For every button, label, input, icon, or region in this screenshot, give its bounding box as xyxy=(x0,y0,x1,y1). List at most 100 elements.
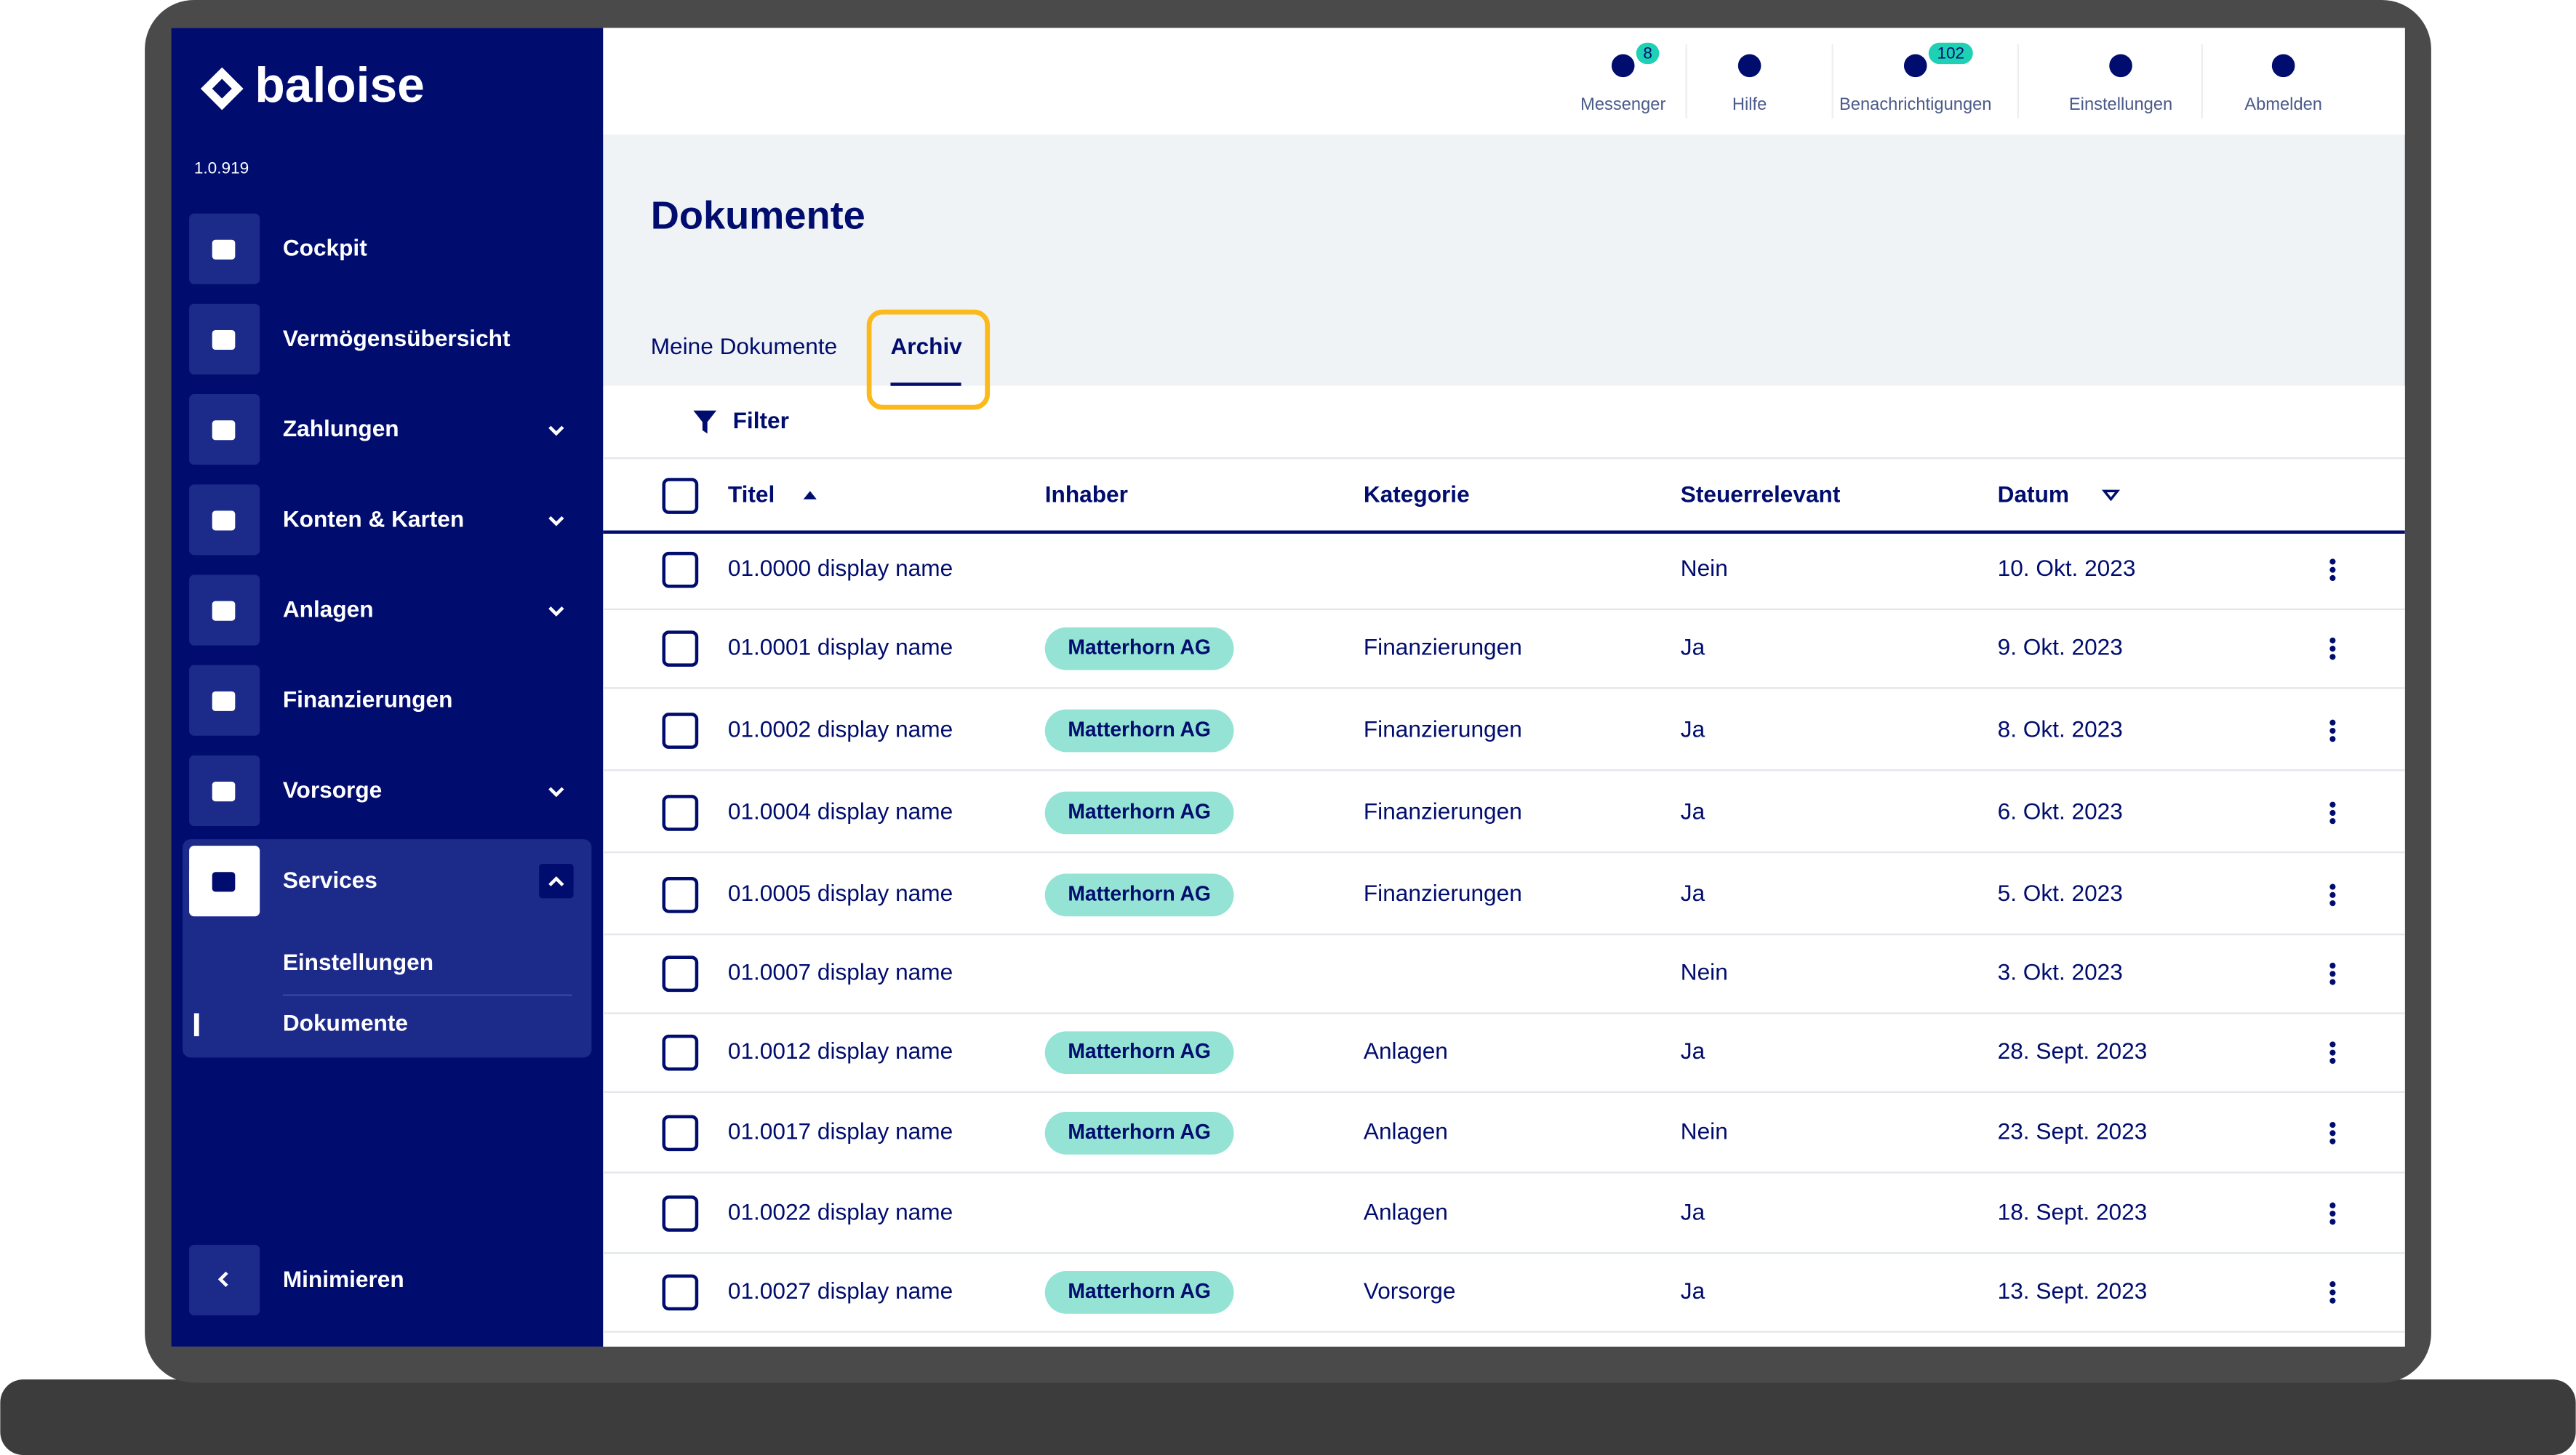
cell[interactable]: 01.0002 display name xyxy=(728,716,953,742)
row-checkbox[interactable] xyxy=(662,551,699,588)
row-menu-dot[interactable] xyxy=(2329,971,2336,977)
row-menu-dot[interactable] xyxy=(2329,883,2336,890)
topbar-icon[interactable] xyxy=(1903,54,1927,78)
select-all-checkbox[interactable] xyxy=(662,478,699,514)
row-menu-dot[interactable] xyxy=(2329,646,2336,652)
nav-item[interactable]: Finanzierungen xyxy=(283,686,453,713)
topbar-label[interactable]: Messenger xyxy=(1580,95,1665,114)
row-menu-dot[interactable] xyxy=(2329,1202,2336,1209)
sub-nav-item[interactable]: Dokumente xyxy=(283,1010,408,1036)
cell: 28. Sept. 2023 xyxy=(1998,1038,2148,1064)
row-checkbox[interactable] xyxy=(662,630,699,667)
sub-nav-item[interactable]: Einstellungen xyxy=(283,949,433,975)
row-menu-dot[interactable] xyxy=(2329,801,2336,808)
minimize-box[interactable] xyxy=(189,1244,260,1316)
row-menu-dot[interactable] xyxy=(2329,962,2336,969)
row-menu-dot[interactable] xyxy=(2329,1289,2336,1296)
row-menu-dot[interactable] xyxy=(2329,566,2336,573)
cell[interactable]: 01.0012 display name xyxy=(728,1038,953,1064)
nav-icon xyxy=(212,420,236,441)
row-checkbox[interactable] xyxy=(662,1274,699,1311)
topbar-icon[interactable] xyxy=(1737,54,1761,78)
row-checkbox[interactable] xyxy=(662,1195,699,1232)
cell[interactable]: 01.0005 display name xyxy=(728,880,953,906)
minimize-icon xyxy=(217,1271,228,1287)
row-checkbox[interactable] xyxy=(662,1115,699,1152)
row-menu-dot[interactable] xyxy=(2329,818,2336,825)
topbar-icon[interactable] xyxy=(2109,54,2132,78)
column-header[interactable]: Steuerrelevant xyxy=(1681,481,1841,507)
column-header[interactable]: Kategorie xyxy=(1364,481,1470,507)
cell[interactable]: 01.0007 display name xyxy=(728,959,953,985)
row-menu-dot[interactable] xyxy=(2329,1281,2336,1288)
cell[interactable]: 01.0004 display name xyxy=(728,798,953,824)
row-menu-dot[interactable] xyxy=(2329,891,2336,898)
row-menu-dot[interactable] xyxy=(2329,1041,2336,1048)
cell: Nein xyxy=(1681,959,1728,985)
row-menu-dot[interactable] xyxy=(2329,1297,2336,1304)
cell[interactable]: 01.0017 display name xyxy=(728,1118,953,1145)
topbar-label[interactable]: Hilfe xyxy=(1732,95,1767,114)
nav-item[interactable]: Zahlungen xyxy=(283,415,399,441)
cell: Nein xyxy=(1681,555,1728,581)
cell: Ja xyxy=(1681,1198,1705,1224)
row-menu-dot[interactable] xyxy=(2329,1138,2336,1145)
cell[interactable]: 01.0027 display name xyxy=(728,1278,953,1304)
row-menu-dot[interactable] xyxy=(2329,654,2336,660)
tab[interactable]: Meine Dokumente xyxy=(651,333,838,359)
active-marker xyxy=(193,1013,199,1037)
column-header[interactable]: Datum xyxy=(1998,481,2069,507)
chevron xyxy=(548,516,564,526)
row-menu-dot[interactable] xyxy=(2329,809,2336,817)
row-menu-dot[interactable] xyxy=(2329,1210,2336,1217)
topbar-icon[interactable] xyxy=(1611,54,1635,78)
page-title: Dokumente xyxy=(651,194,865,238)
brand: baloise xyxy=(255,58,424,113)
row-menu-dot[interactable] xyxy=(2329,719,2336,726)
collapse-button[interactable] xyxy=(539,863,574,899)
topbar-label[interactable]: Abmelden xyxy=(2244,95,2322,114)
topbar-icon[interactable] xyxy=(2271,54,2295,78)
row-checkbox[interactable] xyxy=(662,877,699,913)
topbar-label[interactable]: Einstellungen xyxy=(2069,95,2172,114)
row-menu-dot[interactable] xyxy=(2329,1219,2336,1225)
owner-tag-label: Matterhorn AG xyxy=(1068,1279,1210,1302)
row-menu-dot[interactable] xyxy=(2329,1057,2336,1065)
nav-item[interactable]: Services xyxy=(283,867,377,893)
minimize[interactable]: Minimieren xyxy=(283,1266,404,1292)
cell: 5. Okt. 2023 xyxy=(1998,880,2123,906)
cell: 3. Okt. 2023 xyxy=(1998,959,2123,985)
topbar-label[interactable]: Benachrichtigungen xyxy=(1839,95,1992,114)
cell[interactable]: 01.0001 display name xyxy=(728,633,953,660)
row-checkbox[interactable] xyxy=(662,795,699,831)
row-checkbox[interactable] xyxy=(662,713,699,749)
nav-item[interactable]: Konten & Karten xyxy=(283,505,464,532)
filter-icon xyxy=(693,410,717,434)
cell[interactable]: 01.0022 display name xyxy=(728,1198,953,1224)
nav-item[interactable]: Anlagen xyxy=(283,596,374,622)
row-menu-dot[interactable] xyxy=(2329,727,2336,734)
row-menu-dot[interactable] xyxy=(2329,637,2336,644)
row-menu-dot[interactable] xyxy=(2329,558,2336,565)
row-menu-dot[interactable] xyxy=(2329,736,2336,742)
nav-item[interactable]: Vorsorge xyxy=(283,777,382,803)
row-checkbox[interactable] xyxy=(662,955,699,993)
nav-item[interactable]: Cockpit xyxy=(283,235,367,261)
nav-item[interactable]: Vermögensübersicht xyxy=(283,325,511,351)
row-menu-dot[interactable] xyxy=(2329,1049,2336,1056)
logo-icon xyxy=(200,67,244,111)
cell: 8. Okt. 2023 xyxy=(1998,716,2123,742)
row-menu-dot[interactable] xyxy=(2329,900,2336,907)
row-checkbox[interactable] xyxy=(662,1034,699,1071)
row-menu-dot[interactable] xyxy=(2329,1121,2336,1129)
cell: Finanzierungen xyxy=(1364,633,1522,660)
filter-button[interactable]: Filter xyxy=(733,407,789,433)
row-menu-dot[interactable] xyxy=(2329,1130,2336,1137)
row-menu-dot[interactable] xyxy=(2329,979,2336,985)
cell[interactable]: 01.0000 display name xyxy=(728,555,953,581)
column-header[interactable]: Titel xyxy=(728,481,775,507)
column-header[interactable]: Inhaber xyxy=(1045,481,1128,507)
row-menu-dot[interactable] xyxy=(2329,574,2336,582)
tab[interactable]: Archiv xyxy=(890,333,962,359)
